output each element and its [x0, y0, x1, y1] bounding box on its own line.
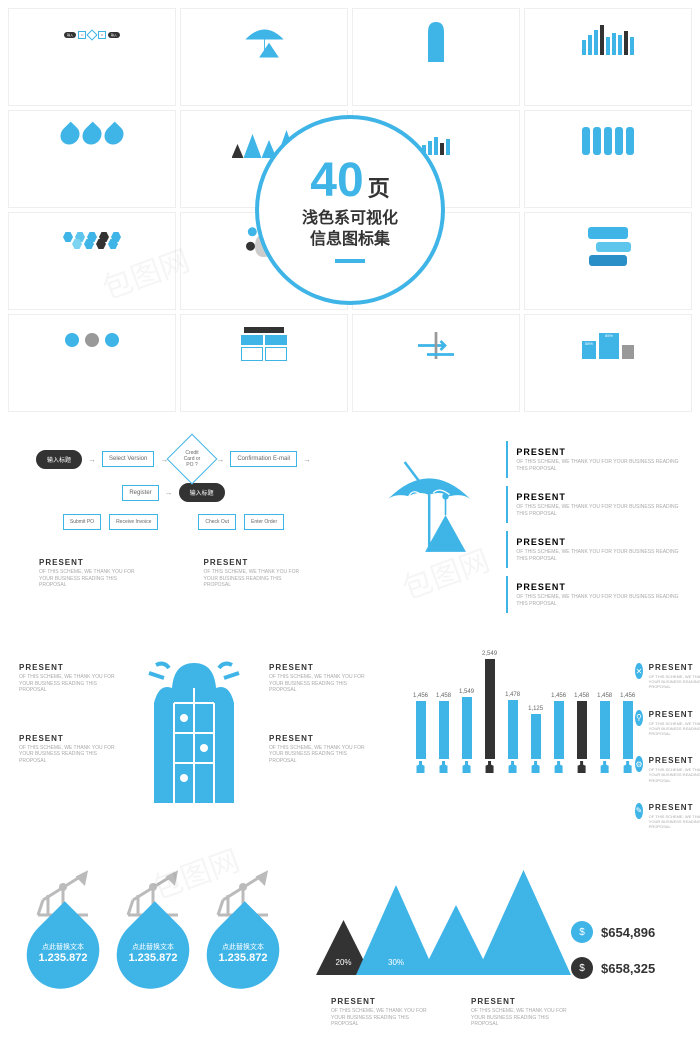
flow-node: Check Out [198, 514, 236, 530]
feature-icon: ✎ [635, 803, 643, 819]
mountain-peak: 30% [356, 885, 436, 975]
thumb-hexagons [8, 212, 176, 310]
bar-column: 2,549 [482, 651, 497, 773]
bar-column: 1,456 [551, 693, 566, 773]
money-value: $654,896 [601, 925, 655, 940]
icon-present-row: ✕PRESENTOF THIS SCHEME, WE THANK YOU FOR… [635, 653, 700, 690]
present-item: PRESENTOF THIS SCHEME, WE THANK YOU FOR … [506, 531, 681, 568]
flow-start: 输入标题 [36, 450, 82, 469]
title-circle: 40 页 浅色系可视化 信息图标集 [255, 115, 445, 305]
flow-node: Receive Invoice [109, 514, 158, 530]
present-block: PRESENTOF THIS SCHEME, WE THANK YOU FOR … [331, 997, 431, 1028]
present-block: PRESENTOF THIS SCHEME, WE THANK YOU FOR … [269, 734, 369, 765]
thumb-oilpumps [8, 110, 176, 208]
flow-node: Enter Order [244, 514, 284, 530]
thumb-flowchart: 输入 □ □ 输入 [8, 8, 176, 106]
icon-present-row: ⚲PRESENTOF THIS SCHEME, WE THANK YOU FOR… [635, 700, 700, 737]
icon-present-row: ⚙PRESENTOF THIS SCHEME, WE THANK YOU FOR… [635, 746, 700, 783]
icon-present-row: ✎PRESENTOF THIS SCHEME, WE THANK YOU FOR… [635, 793, 700, 830]
present-block: PRESENTOF THIS SCHEME, WE THANK YOU FOR … [39, 558, 144, 589]
template-overview-grid: 输入 □ □ 输入 [0, 0, 700, 420]
page-count: 40 [310, 157, 363, 205]
present-block: PRESENTOF THIS SCHEME, WE THANK YOU FOR … [269, 663, 369, 694]
bar-column: 1,456 [620, 693, 635, 773]
slide-oilpumps: 点此替换文本1.235.872 点此替换文本1.235.872 点此替换文本1.23… [4, 850, 302, 1050]
thumb-speech [524, 212, 692, 310]
present-item: PRESENTOF THIS SCHEME, WE THANK YOU FOR … [506, 486, 681, 523]
bar-column: 1,458 [574, 693, 589, 773]
subtitle-2: 信息图标集 [302, 230, 398, 251]
person-puzzle-icon [119, 653, 269, 813]
thumb-barchart [524, 8, 692, 106]
bar-chart: 1,456 1,458 1,549 2,549 1,478 1,125 1,456 1,458… [413, 653, 635, 773]
present-block: PRESENTOF THIS SCHEME, WE THANK YOU FOR … [19, 663, 119, 694]
flow-node: Register [122, 485, 158, 501]
thumb-arrows [352, 314, 520, 412]
umbrella-icon [372, 441, 486, 581]
oil-pump-item: 点此替换文本1.235.872 [28, 865, 98, 1035]
oil-pump-item: 点此替换文本1.235.872 [118, 865, 188, 1035]
thumb-org [180, 314, 348, 412]
feature-icon: ⚲ [635, 710, 643, 726]
thumb-percent: 58% 85% [524, 314, 692, 412]
present-block: PRESENTOF THIS SCHEME, WE THANK YOU FOR … [19, 734, 119, 765]
flow-node: Confirmation E-mail [230, 451, 297, 467]
flow-decision: Credit Card or PO ? [167, 434, 218, 485]
money-icon: $ [571, 921, 593, 943]
flow-node: Select Version [102, 451, 154, 467]
oil-pump-item: 点此替换文本1.235.872 [208, 865, 278, 1035]
bar-column: 1,549 [459, 689, 474, 773]
flow-node: Submit PO [63, 514, 101, 530]
present-block: PRESENTOF THIS SCHEME, WE THANK YOU FOR … [204, 558, 309, 589]
mountain-chart: 20%30% [331, 865, 571, 975]
slide-mountains: 20%30% PRESENTOF THIS SCHEME, WE THANK Y… [316, 850, 696, 1050]
page-unit: 页 [368, 171, 390, 203]
feature-icon: ✕ [635, 663, 643, 679]
bar-column: 1,125 [528, 706, 543, 773]
money-row: $ $654,896 [571, 921, 681, 943]
feature-icon: ⚙ [635, 756, 643, 772]
slide-barchart: 1,456 1,458 1,549 2,549 1,478 1,125 1,456 1,458… [398, 638, 700, 838]
subtitle-1: 浅色系可视化 [302, 209, 398, 230]
slide-person-puzzle: PRESENTOF THIS SCHEME, WE THANK YOU FOR … [4, 638, 384, 838]
slide-umbrella: PRESENTOF THIS SCHEME, WE THANK YOU FOR … [357, 426, 696, 626]
bar-column: 1,478 [505, 692, 520, 773]
thumb-bottles [524, 110, 692, 208]
thumb-person [352, 8, 520, 106]
money-value: $658,325 [601, 961, 655, 976]
present-block: PRESENTOF THIS SCHEME, WE THANK YOU FOR … [471, 997, 571, 1028]
present-item: PRESENTOF THIS SCHEME, WE THANK YOU FOR … [506, 441, 681, 478]
present-item: PRESENTOF THIS SCHEME, WE THANK YOU FOR … [506, 576, 681, 613]
bar-column: 1,458 [597, 693, 612, 773]
bar-column: 1,456 [413, 693, 428, 773]
thumb-umbrella [180, 8, 348, 106]
thumb-circles-flow [8, 314, 176, 412]
money-icon: $ [571, 957, 593, 979]
bar-column: 1,458 [436, 693, 451, 773]
mountain-peak [421, 905, 491, 975]
money-row: $ $658,325 [571, 957, 681, 979]
flow-end: 输入标题 [179, 483, 225, 502]
slide-flowchart: 输入标题 → Select Version → Credit Card or P… [4, 426, 343, 626]
mountain-peak [476, 870, 571, 975]
